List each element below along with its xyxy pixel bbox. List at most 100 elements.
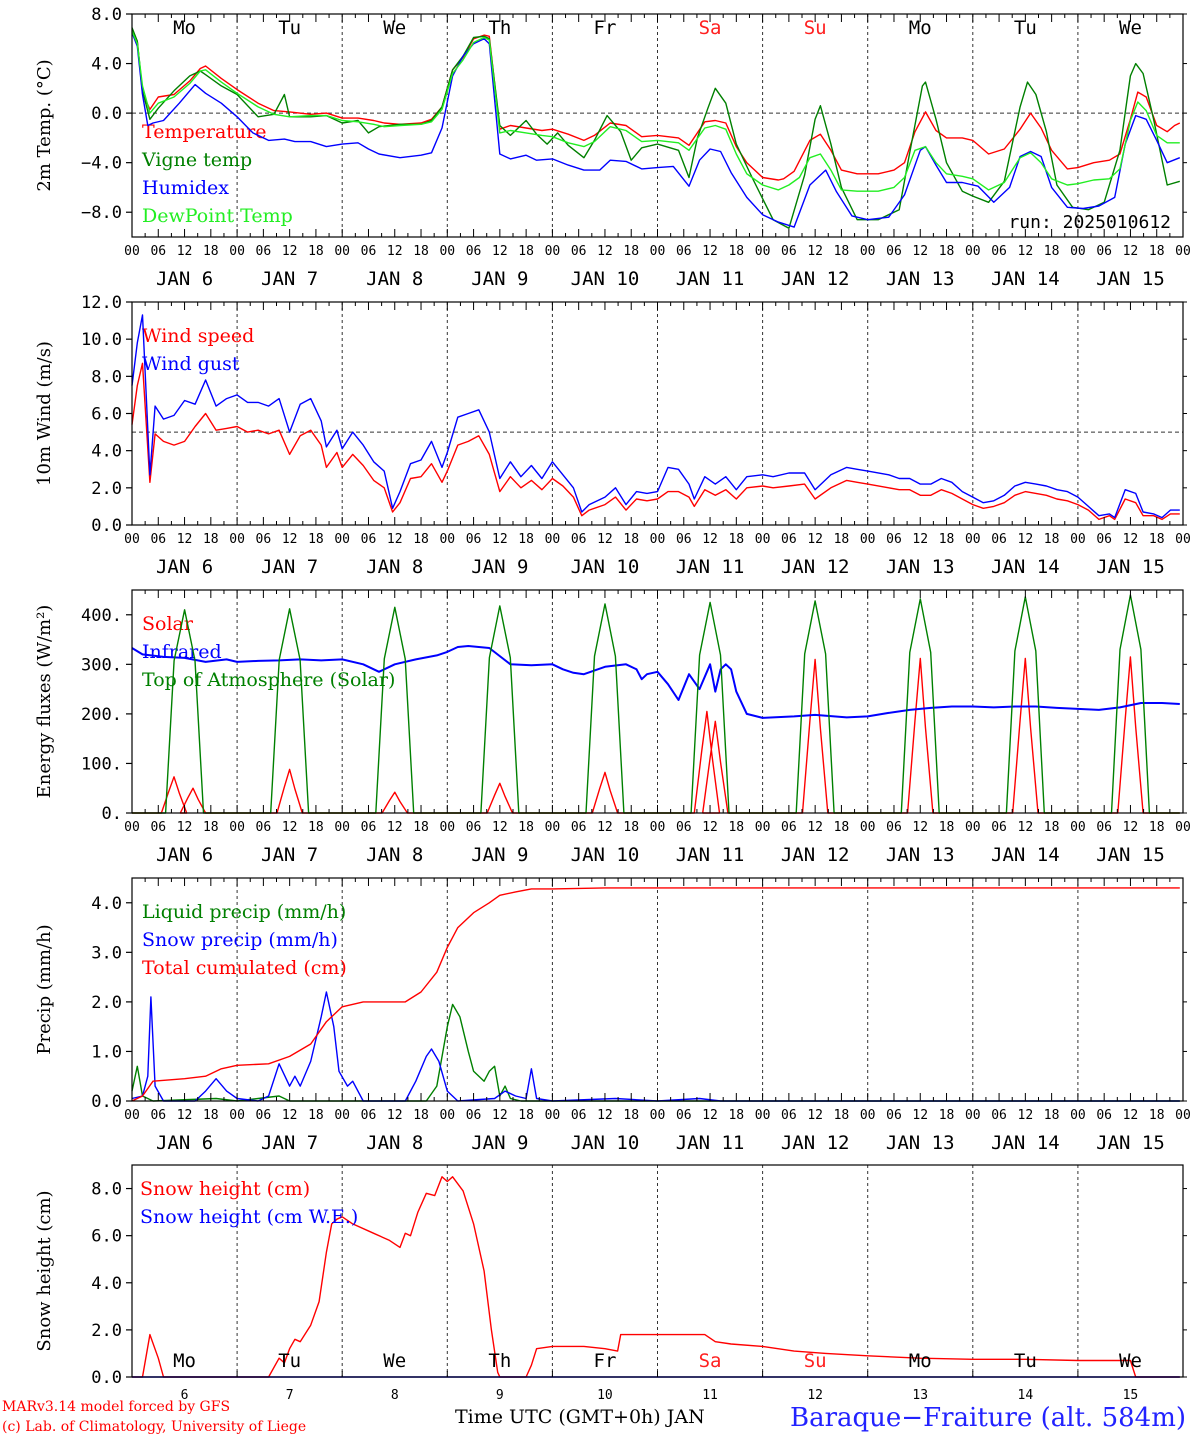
weekday-label: Su [804, 17, 827, 39]
x-hour-label: 00 [334, 244, 350, 259]
station-name: Baraque−Fraiture (alt. 584m) [789, 1403, 1186, 1433]
y-tick-label: 4.0 [91, 1274, 122, 1294]
x-day-label: JAN 9 [471, 844, 528, 866]
x-hour-label: 00 [860, 1108, 876, 1123]
y-tick-label: 12.0 [81, 293, 122, 313]
legend-entry: Humidex [142, 177, 229, 199]
x-hour-label: 18 [1149, 820, 1165, 835]
weekday-label: We [383, 17, 406, 39]
y-tick-label: 2.0 [91, 479, 122, 499]
y-axis-title: 10m Wind (m/s) [34, 341, 55, 486]
x-hour-label: 12 [1123, 820, 1139, 835]
run-annotation: run: 2025010612 [1008, 212, 1171, 233]
weekday-label: Sa [699, 1350, 722, 1372]
legend-entry: Liquid precip (mm/h) [142, 901, 346, 923]
lab-credit: (c) Lab. of Climatology, University of L… [2, 1419, 307, 1435]
x-hour-label: 18 [623, 1108, 639, 1123]
y-tick-label: 100. [81, 754, 122, 774]
x-hour-label: 00 [650, 820, 666, 835]
x-hour-label: 06 [1096, 820, 1112, 835]
x-hour-label: 12 [177, 244, 193, 259]
x-hour-label: 06 [256, 820, 272, 835]
x-hour-label: 12 [282, 244, 298, 259]
x-day-label: JAN 14 [991, 844, 1060, 866]
y-tick-label: 0.0 [91, 104, 122, 124]
x-hour-label: 12 [282, 532, 298, 547]
series-line-total-cumulated-cm- [131, 887, 1180, 1102]
x-hour-label: 12 [492, 532, 508, 547]
x-hour-label: 00 [439, 532, 455, 547]
x-hour-label: 18 [203, 1108, 219, 1123]
x-hour-label: 12 [807, 820, 823, 835]
x-day-label: JAN 13 [886, 844, 955, 866]
y-tick-label: 4.0 [91, 894, 122, 914]
y-tick-label: −4.0 [81, 154, 122, 174]
x-hour-label: 00 [965, 820, 981, 835]
legend-entry: Total cumulated (cm) [142, 957, 347, 979]
x-day-label: JAN 14 [991, 268, 1060, 290]
x-day-number: 7 [286, 1388, 294, 1403]
x-hour-label: 12 [912, 1108, 928, 1123]
x-hour-label: 06 [571, 1108, 587, 1123]
x-hour-label: 18 [1044, 1108, 1060, 1123]
model-credit: MARv3.14 model forced by GFS [2, 1399, 231, 1415]
x-hour-label: 06 [571, 532, 587, 547]
x-hour-label: 18 [308, 244, 324, 259]
y-axis-title: 2m Temp. (°C) [34, 59, 55, 191]
x-hour-label: 12 [1123, 244, 1139, 259]
x-hour-label: 18 [518, 532, 534, 547]
weekday-label: Mo [909, 1350, 932, 1372]
x-hour-label: 06 [1096, 244, 1112, 259]
y-tick-label: 0.0 [91, 1092, 122, 1112]
x-hour-label: 06 [466, 1108, 482, 1123]
x-hour-label: 18 [413, 532, 429, 547]
x-day-label: JAN 11 [676, 556, 745, 578]
x-hour-label: 00 [650, 1108, 666, 1123]
x-hour-label: 00 [1070, 1108, 1086, 1123]
x-hour-label: 18 [939, 1108, 955, 1123]
x-hour-label: 00 [124, 244, 140, 259]
x-hour-label: 00 [229, 244, 245, 259]
series-line-liquid-precip-mm-h- [131, 1003, 1180, 1102]
x-hour-label: 18 [834, 244, 850, 259]
x-hour-label: 12 [177, 1108, 193, 1123]
x-day-label: JAN 14 [991, 1132, 1060, 1154]
x-day-label: JAN 13 [886, 268, 955, 290]
x-hour-label: 06 [991, 532, 1007, 547]
x-hour-label: 00 [545, 820, 561, 835]
series-line-temperature [131, 28, 1181, 181]
y-tick-label: 4.0 [91, 55, 122, 75]
x-hour-label: 06 [991, 1108, 1007, 1123]
y-axis-title: Precip (mm/h) [34, 924, 55, 1054]
x-hour-label: 00 [755, 244, 771, 259]
x-hour-label: 18 [203, 244, 219, 259]
y-tick-label: 400. [81, 606, 122, 626]
y-tick-label: 300. [81, 655, 122, 675]
x-hour-label: 06 [466, 244, 482, 259]
x-hour-label: 12 [912, 244, 928, 259]
x-hour-label: 06 [361, 820, 377, 835]
x-day-number: 10 [597, 1388, 613, 1403]
legend-entry: Infrared [142, 641, 222, 663]
x-hour-label: 06 [1096, 532, 1112, 547]
x-day-label: JAN 11 [676, 1132, 745, 1154]
x-hour-label: 12 [1018, 820, 1034, 835]
legend-entry: DewPoint Temp [142, 205, 293, 227]
x-day-number: 11 [702, 1388, 718, 1403]
x-day-label: JAN 12 [781, 844, 850, 866]
x-day-label: JAN 8 [366, 844, 423, 866]
x-hour-label: 00 [1175, 1108, 1191, 1123]
weekday-label: Tu [278, 1350, 301, 1372]
x-hour-label: 00 [1070, 532, 1086, 547]
panel-1: Temperature Vigne temp Humidex DewPoint Tem… [34, 5, 1191, 290]
x-hour-label: 00 [965, 532, 981, 547]
x-hour-label: 12 [702, 1108, 718, 1123]
x-hour-label: 12 [597, 532, 613, 547]
weekday-label: Tu [278, 17, 301, 39]
x-day-label: JAN 6 [156, 556, 213, 578]
x-hour-label: 06 [886, 1108, 902, 1123]
x-day-label: JAN 13 [886, 1132, 955, 1154]
x-hour-label: 00 [860, 244, 876, 259]
